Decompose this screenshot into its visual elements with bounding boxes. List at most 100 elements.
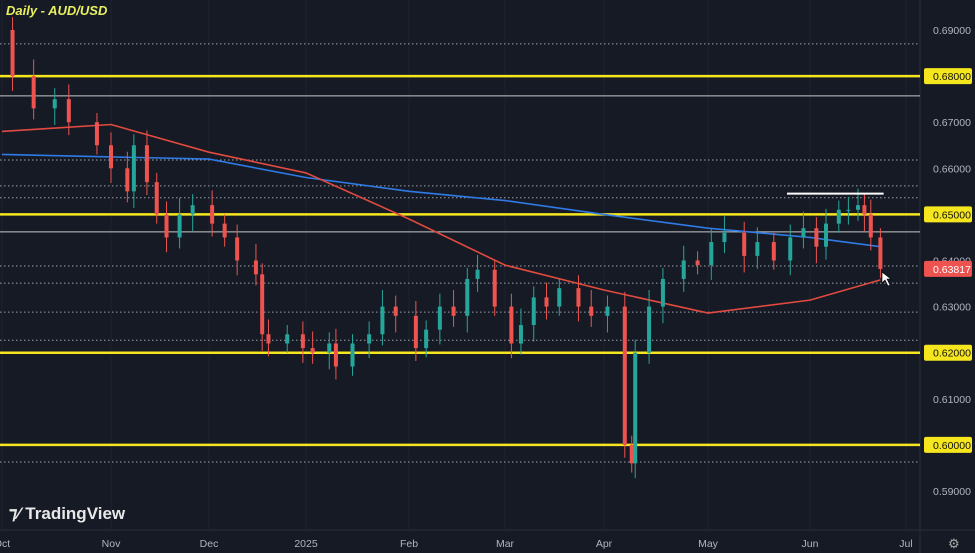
candle-body xyxy=(722,232,727,243)
x-tick-label: Jul xyxy=(899,538,912,550)
candle-body xyxy=(266,334,271,344)
moving-average-blue xyxy=(1,153,881,248)
candle-body xyxy=(350,343,355,367)
candle xyxy=(475,254,480,292)
candle xyxy=(801,211,806,249)
candle xyxy=(260,263,265,351)
x-tick-label: Feb xyxy=(400,538,418,550)
candle xyxy=(154,172,159,224)
cursor-icon xyxy=(881,271,892,287)
candle xyxy=(285,325,290,353)
candle xyxy=(695,251,700,275)
candle-body xyxy=(424,329,429,349)
candle-body xyxy=(622,306,627,445)
candle xyxy=(437,293,442,345)
y-tick-label: 0.62000 xyxy=(933,348,971,360)
candle xyxy=(300,321,305,363)
candle-body xyxy=(647,306,652,353)
candle-body xyxy=(709,242,714,266)
candle-body xyxy=(367,334,372,344)
candle-body xyxy=(771,242,776,261)
y-tick-label: 0.61000 xyxy=(933,394,971,406)
candle-body xyxy=(531,297,536,326)
candle xyxy=(235,224,240,276)
level-price-badge xyxy=(924,206,972,223)
candle-body xyxy=(437,306,442,330)
candle xyxy=(190,194,195,231)
candle-body xyxy=(788,237,793,261)
candle xyxy=(393,295,398,333)
candle xyxy=(722,216,727,254)
candle xyxy=(10,17,15,91)
candle xyxy=(605,295,610,333)
candle-body xyxy=(868,214,873,238)
settings-icon[interactable]: ⚙ xyxy=(948,536,960,551)
candle xyxy=(125,151,130,203)
candle xyxy=(589,290,594,327)
candle-body xyxy=(285,334,290,344)
candle-body xyxy=(660,278,665,307)
candle xyxy=(380,290,385,346)
candle xyxy=(836,200,841,233)
candle-body xyxy=(210,205,215,224)
candle-body xyxy=(260,274,265,335)
candle xyxy=(253,243,258,286)
candle xyxy=(681,245,686,292)
candle xyxy=(709,229,714,280)
candle xyxy=(771,232,776,270)
x-tick-label: Dec xyxy=(200,538,219,550)
x-tick-label: Nov xyxy=(102,538,121,550)
candle xyxy=(531,286,536,342)
y-tick-label: 0.60000 xyxy=(933,440,971,452)
candle-body xyxy=(10,30,15,77)
candle-body xyxy=(633,352,638,464)
candle-body xyxy=(576,288,581,307)
level-price-badge xyxy=(924,344,972,361)
candle xyxy=(862,194,867,231)
candle xyxy=(177,197,182,249)
candle-body xyxy=(253,260,258,275)
candle-body xyxy=(451,306,456,316)
candle xyxy=(413,301,418,361)
candle xyxy=(367,321,372,359)
tradingview-logo: ⁊⁄ TradingView xyxy=(9,504,125,524)
candle xyxy=(544,282,549,320)
x-tick-label: Mar xyxy=(496,538,515,550)
x-tick-label: Apr xyxy=(596,538,613,550)
candle xyxy=(868,199,873,251)
candle-body xyxy=(681,260,686,279)
candle-body xyxy=(755,242,760,256)
moving-average-red xyxy=(1,123,881,314)
candle-body xyxy=(222,223,227,238)
candle-body xyxy=(310,348,315,353)
candle xyxy=(350,334,355,376)
candle-body xyxy=(393,306,398,316)
candle xyxy=(131,134,136,208)
candle xyxy=(451,290,456,327)
candle xyxy=(164,201,169,253)
x-tick-label: Jun xyxy=(802,538,819,550)
candle-body xyxy=(878,237,883,269)
y-tick-label: 0.59000 xyxy=(933,486,971,498)
level-price-badge xyxy=(924,436,972,453)
candle-body xyxy=(544,297,549,307)
level-price-badge xyxy=(924,68,972,85)
candle xyxy=(492,260,497,316)
candle-body xyxy=(492,269,497,307)
candle xyxy=(144,130,149,196)
candle-body xyxy=(190,205,195,215)
candle xyxy=(52,88,57,125)
candle-body xyxy=(52,99,57,109)
candle-body xyxy=(814,228,819,247)
candle-body xyxy=(475,269,480,279)
candle xyxy=(660,267,665,324)
candle xyxy=(846,196,851,225)
candle-body xyxy=(300,334,305,349)
candle xyxy=(109,132,113,184)
chart-title: Daily - AUD/USD xyxy=(6,3,108,18)
candle-body xyxy=(413,315,418,349)
candle-body xyxy=(235,237,240,261)
y-tick-label: 0.65000 xyxy=(933,209,971,221)
candle xyxy=(222,214,227,247)
